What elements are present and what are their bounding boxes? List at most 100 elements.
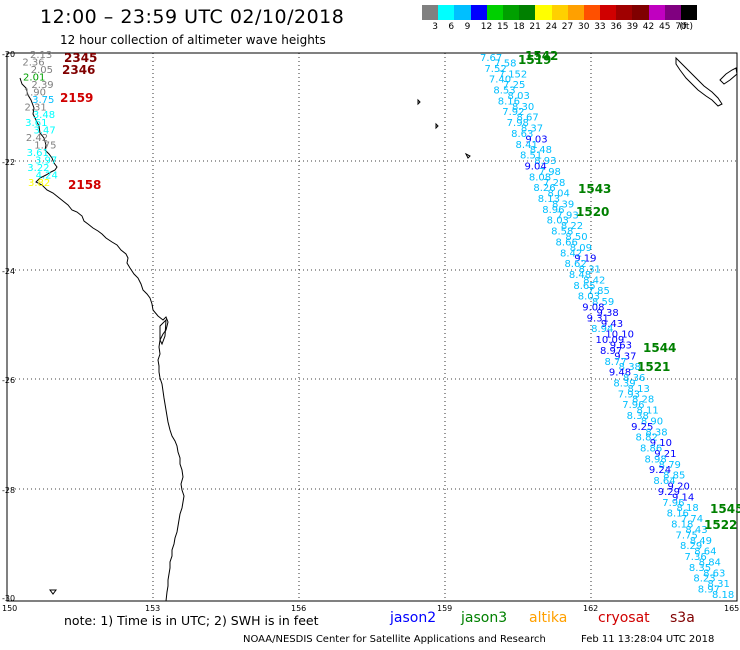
satellite-cryosat: cryosat: [598, 610, 650, 626]
track-swh-value: 9.43: [601, 319, 623, 330]
track-swh-value: 9.48: [609, 368, 631, 379]
track-swh-value: 7.98: [539, 167, 561, 178]
track-swh-value: 8.49: [690, 536, 712, 547]
track-swh-value: 7.58: [494, 58, 516, 69]
coastal-swh-value: 3.61: [27, 148, 49, 159]
legend-label: 9: [464, 22, 471, 32]
legend-swatch: [454, 5, 471, 20]
track-swh-value: 8.90: [641, 416, 663, 427]
track-swh-value: 7.152: [499, 69, 528, 80]
legend-swatch: [648, 5, 665, 20]
track-swh-value: 8.03: [578, 292, 600, 303]
legend-label: 39: [626, 22, 639, 32]
track-swh-value: 8.26: [533, 183, 555, 194]
track-swh-value: 8.50: [565, 232, 587, 243]
latitude-label: -24: [2, 267, 15, 276]
footer-timestamp: Feb 11 13:28:04 UTC 2018: [581, 634, 715, 645]
track-swh-value: 7.74: [681, 514, 703, 525]
track-swh-value: 8.93: [534, 156, 556, 167]
legend-swatch: [470, 5, 487, 20]
coastal-swh-value: 2.42: [26, 133, 48, 144]
latitude-axis: -20 -22 -24 -26 -28 -30: [2, 50, 15, 603]
legend-label: 27: [561, 22, 574, 32]
longitude-label: 150: [2, 604, 17, 613]
coastal-swh-value: 2.31: [24, 103, 46, 114]
legend-swatch: [616, 5, 633, 20]
longitude-label: 153: [145, 604, 160, 613]
track-swh-value: 8.38: [619, 362, 641, 373]
track-swh-value: 9.08: [582, 303, 604, 314]
page-title: 12:00 – 23:59 UTC 02/10/2018: [40, 6, 345, 28]
track-swh-value: 8.58: [551, 227, 573, 238]
track-swh-value: 8.28: [632, 395, 654, 406]
track-swh-value: 8.64: [694, 547, 716, 558]
legend-swatch: [486, 5, 503, 20]
track-swh-value: 8.38: [627, 411, 649, 422]
coastal-swh-value: 3.75: [32, 95, 54, 106]
track-swh-value: 8.65: [573, 281, 595, 292]
longitude-label: 165: [724, 604, 739, 613]
pass-time-label: 2346: [62, 63, 95, 77]
longitude-label: 156: [291, 604, 306, 613]
track-swh-value: 8.63: [511, 129, 533, 140]
track-swh-value: 8.08: [529, 172, 551, 183]
longitude-label: 162: [583, 604, 598, 613]
track-swh-value: 8.03: [547, 216, 569, 227]
track-swh-value: 9.63: [610, 340, 632, 351]
track-swh-value: 8.35: [689, 563, 711, 574]
track-swh-value: 8.18: [712, 590, 734, 601]
coastal-swh-value: 3.22: [27, 163, 49, 174]
legend-swatch: [681, 5, 698, 20]
track-swh-value: 9.21: [654, 449, 676, 460]
new-caledonia-east: [719, 67, 738, 85]
coastal-swh-value: 2.05: [31, 65, 53, 76]
reef-islet-2: [435, 122, 439, 130]
latitude-label: -22: [2, 158, 15, 167]
track-swh-value: 8.42: [583, 275, 605, 286]
australia-coastline: [19, 77, 185, 602]
new-caledonia: [675, 56, 723, 107]
track-swh-value: 8.16: [667, 509, 689, 520]
legend-label: 24: [545, 22, 558, 32]
legend-swatch: [502, 5, 520, 20]
latitude-label: -28: [2, 486, 15, 495]
legend-label: 42: [642, 22, 655, 32]
track-swh-value: 8.31: [708, 579, 730, 590]
track-swh-value: 8.38: [645, 427, 667, 438]
legend-label: 33: [594, 22, 606, 32]
coastal-swh-value: 1.75: [34, 140, 56, 151]
coastal-swh-value: 3.97: [35, 155, 57, 166]
track-swh-value: 8.30: [512, 102, 534, 113]
coastal-swh-value: 2.13: [30, 50, 52, 61]
legend-swatch: [422, 5, 439, 20]
track-swh-value: 8.23: [693, 574, 715, 585]
legend-label: 36: [610, 22, 622, 32]
track-swh-value: 9.19: [574, 254, 596, 265]
track-swh-value: 8.66: [556, 237, 578, 248]
track-swh-value: 7.52: [484, 64, 506, 75]
track-swh-value: 9.29: [658, 487, 680, 498]
coastal-swh-value: 3.61: [25, 118, 47, 129]
legend-swatch: [551, 5, 568, 20]
track-swh-value: 8.84: [699, 557, 721, 568]
track-swh-value: 8.98: [644, 454, 666, 465]
legend-label: 45: [659, 22, 671, 32]
map-frame: [6, 52, 738, 602]
latitude-label: -30: [2, 594, 15, 603]
track-swh-value: 7.92: [502, 107, 524, 118]
track-swh-value: 8.18: [671, 519, 693, 530]
legend-swatch: [583, 5, 601, 20]
track-swh-value: 7.96: [662, 498, 684, 509]
track-swh-value: 9.04: [524, 161, 546, 172]
wave-height-observations: 2.132.362.052.012.391.903.752.313.483.61…: [22, 49, 740, 601]
track-swh-value: 8.48: [530, 145, 552, 156]
track-swh-value: 9.10: [650, 438, 672, 449]
pass-time-label: 1542: [525, 49, 558, 63]
legend-label: 12: [480, 22, 493, 32]
track-swh-value: 7.75: [676, 530, 698, 541]
track-swh-value: 8.09: [570, 243, 592, 254]
track-swh-value: 9.24: [649, 465, 671, 476]
track-swh-value: 8.85: [663, 471, 685, 482]
track-swh-value: 10.10: [605, 330, 634, 341]
